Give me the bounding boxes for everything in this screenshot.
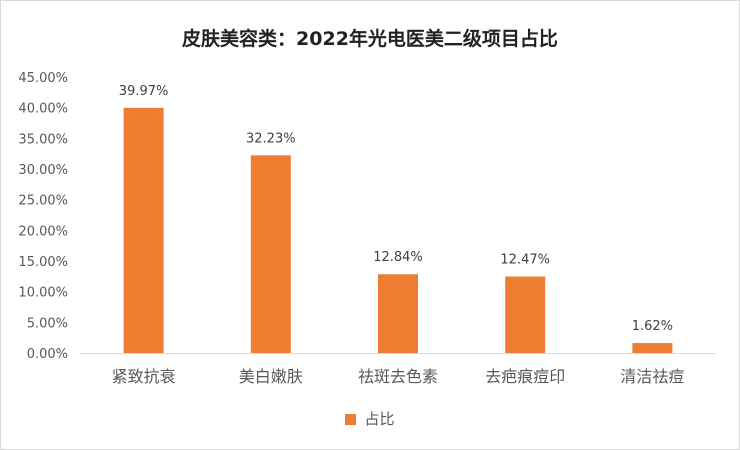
x-tick-label: 清洁祛痘 (620, 367, 684, 386)
data-label: 12.84% (373, 250, 423, 265)
y-tick-label: 15.00% (18, 255, 68, 270)
y-tick-label: 20.00% (18, 224, 68, 239)
data-label: 12.47% (500, 253, 550, 268)
legend-swatch (345, 414, 357, 425)
x-tick-label: 美白嫩肤 (239, 367, 303, 386)
y-tick-label: 35.00% (18, 132, 68, 147)
y-tick-label: 45.00% (18, 71, 68, 86)
data-label: 1.62% (632, 319, 673, 334)
y-tick-label: 25.00% (18, 194, 68, 209)
y-tick-label: 5.00% (27, 316, 68, 331)
y-tick-label: 40.00% (18, 102, 68, 117)
legend: 占比 (0, 408, 740, 429)
data-label: 32.23% (246, 131, 296, 146)
bar (123, 107, 164, 353)
bar (505, 276, 546, 353)
y-tick-label: 30.00% (18, 163, 68, 178)
y-tick-label: 10.00% (18, 286, 68, 301)
bar (378, 274, 418, 353)
x-tick-label: 去疤痕痘印 (485, 367, 565, 386)
data-label: 39.97% (119, 84, 169, 99)
bar (250, 155, 291, 353)
y-tick-label: 0.00% (27, 347, 68, 362)
x-tick-label: 祛斑去色素 (358, 367, 438, 386)
bar (632, 343, 673, 353)
chart-title: 皮肤美容类：2022年光电医美二级项目占比 (182, 28, 558, 50)
x-tick-label: 紧致抗衰 (112, 367, 176, 386)
legend-label: 占比 (364, 410, 395, 428)
